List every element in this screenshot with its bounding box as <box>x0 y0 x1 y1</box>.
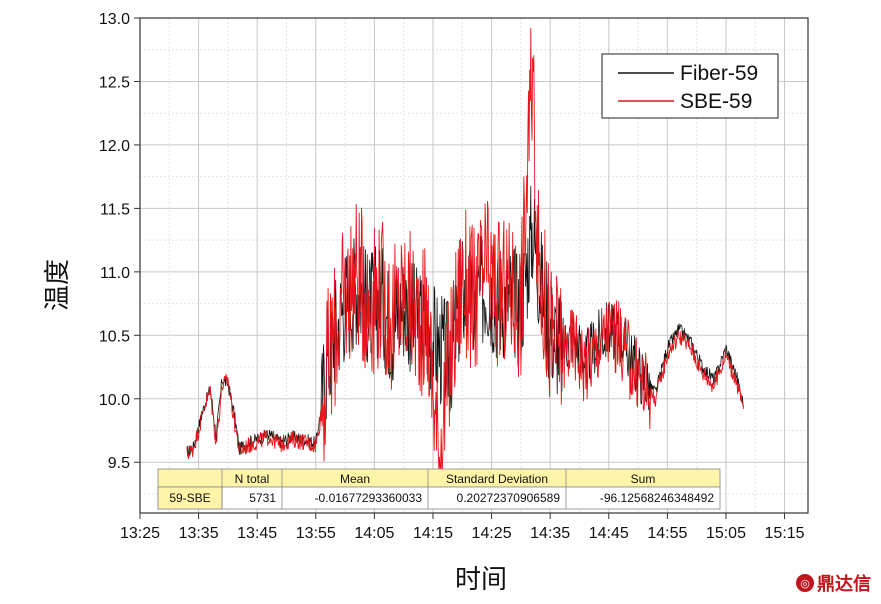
axis-ticks <box>134 17 786 519</box>
stats-cell-ntotal: 5731 <box>249 491 276 505</box>
x-axis-title: 时间 <box>455 565 507 595</box>
y-tick-label: 12.5 <box>99 74 130 91</box>
legend: Fiber-59 SBE-59 <box>601 53 779 119</box>
y-tick-label: 11.5 <box>100 201 130 218</box>
plot-frame <box>139 17 809 514</box>
x-tick-label: 13:45 <box>237 525 277 542</box>
x-tick-label: 13:25 <box>120 525 160 542</box>
legend-label-sbe: SBE-59 <box>680 90 752 113</box>
stats-cell-sd: 0.20272370906589 <box>457 491 561 505</box>
chat-bubble-icon: ◎ <box>796 574 814 592</box>
x-tick-label: 15:05 <box>706 525 746 542</box>
x-tick-label: 14:55 <box>647 525 687 542</box>
y-tick-label: 10.5 <box>99 328 130 345</box>
x-tick-label: 13:35 <box>179 525 219 542</box>
stats-table: N total Mean Standard Deviation Sum 59-S… <box>157 468 721 510</box>
y-tick-labels: 9.5 10.0 10.5 11.0 11.5 12.0 12.5 13.0 <box>99 11 130 472</box>
y-tick-label: 11.0 <box>100 265 130 282</box>
stats-header-sd: Standard Deviation <box>446 472 548 486</box>
y-tick-label: 9.5 <box>108 455 130 472</box>
stats-header-sum: Sum <box>631 472 656 486</box>
stats-header-ntotal: N total <box>235 472 270 486</box>
x-tick-label: 14:05 <box>354 525 394 542</box>
series-line-fiber <box>186 185 744 458</box>
y-tick-label: 12.0 <box>99 138 130 155</box>
stats-row-name: 59-SBE <box>169 491 210 505</box>
legend-label-fiber: Fiber-59 <box>680 62 758 85</box>
series-layer <box>186 27 744 470</box>
x-tick-label: 14:25 <box>472 525 512 542</box>
x-tick-label: 15:15 <box>765 525 805 542</box>
x-tick-label: 13:55 <box>296 525 336 542</box>
stats-cell-sum: -96.12568246348492 <box>600 491 714 505</box>
x-tick-label: 14:45 <box>589 525 629 542</box>
stats-header-mean: Mean <box>340 472 370 486</box>
x-tick-label: 14:15 <box>413 525 453 542</box>
x-tick-labels: 13:25 13:35 13:45 13:55 14:05 14:15 14:25 14:35… <box>120 525 805 542</box>
y-axis-title: 温度 <box>43 259 73 311</box>
watermark-logo: ◎ 鼎达信 <box>796 570 871 596</box>
watermark-text: 鼎达信 <box>817 574 871 595</box>
series-line-sbe <box>186 27 744 470</box>
y-tick-label: 13.0 <box>99 11 130 28</box>
y-tick-label: 10.0 <box>99 392 130 409</box>
stats-cell-mean: -0.01677293360033 <box>315 491 423 505</box>
legend-box <box>601 53 779 119</box>
x-tick-label: 14:35 <box>530 525 570 542</box>
